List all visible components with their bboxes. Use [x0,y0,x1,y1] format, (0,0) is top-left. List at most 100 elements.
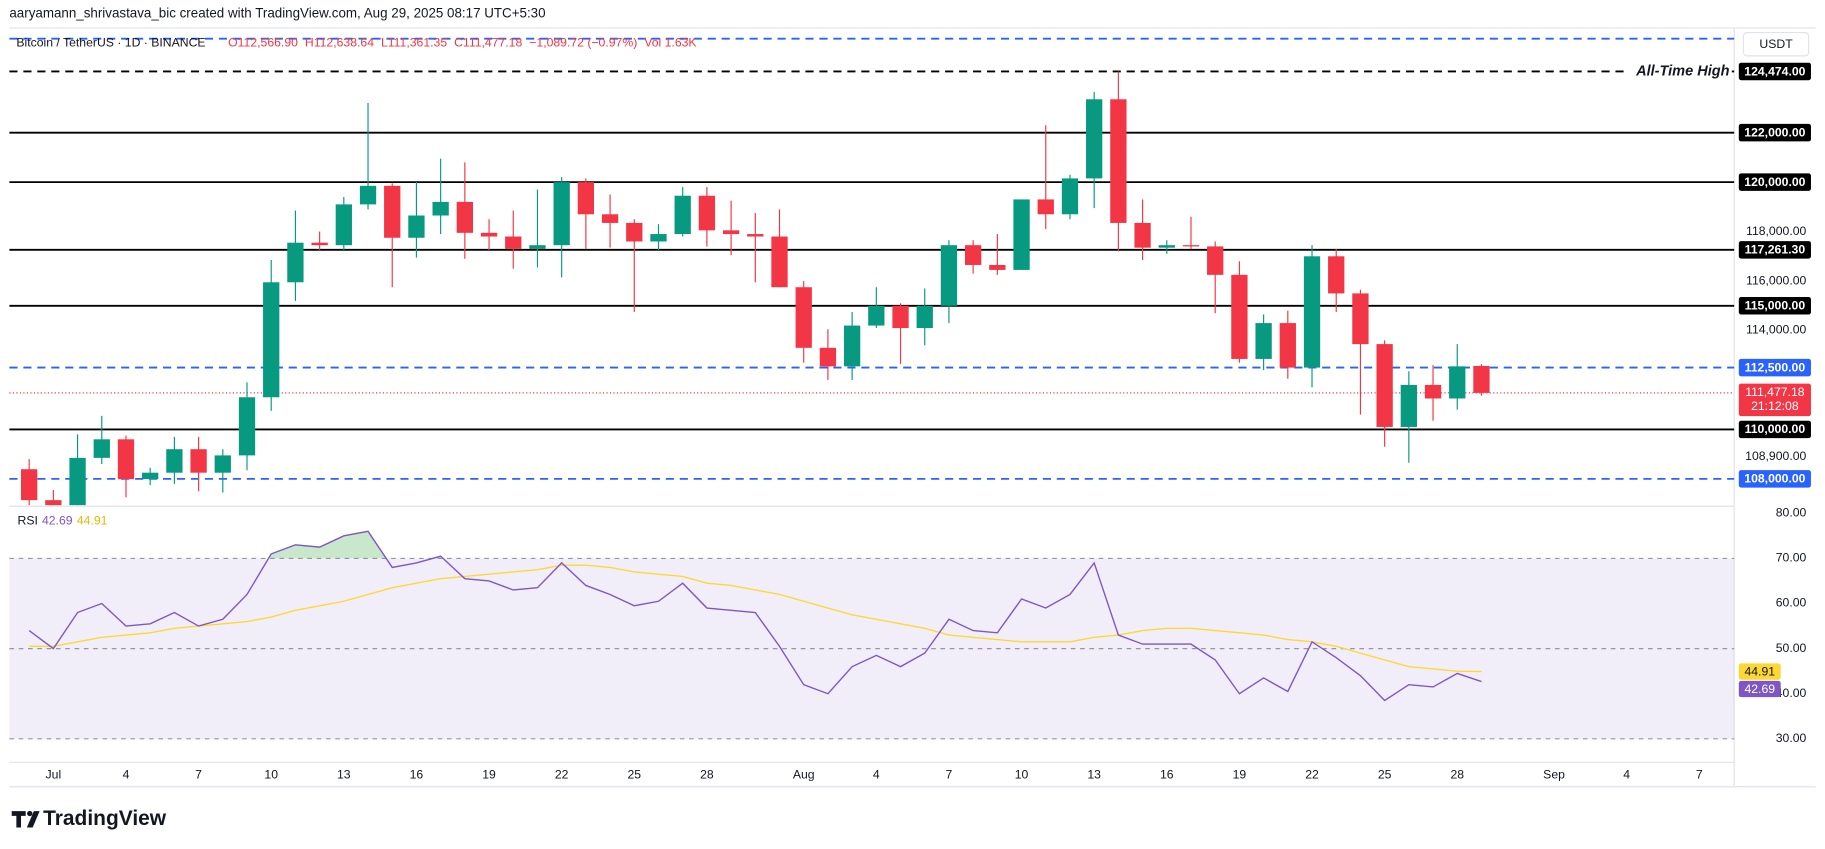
candle-body [989,264,1006,270]
time-tick-label: 16 [410,767,424,781]
time-tick-label: 25 [1378,767,1392,781]
last-price-badge [1738,383,1811,417]
rsi-badge [1738,663,1781,680]
ohlc-legend: Vol 1.63K [644,35,697,49]
candle-body [601,214,619,223]
candle-body [1473,365,1490,393]
ohlc-legend: L111,361.35 [381,35,447,49]
candle-body [408,215,425,238]
ohlc-legend: −1,089.72 (−0.97%) [529,35,637,49]
brand: TradingView [43,807,167,830]
candle-body [626,222,643,242]
overbought-fill [268,531,444,559]
candle-body [892,305,909,329]
level-badge [1738,241,1811,259]
candle-body [214,455,231,473]
candle-body [1037,199,1054,215]
level-label: 112,500.00 [1745,360,1806,374]
level-badge [1738,123,1811,142]
candle-body [263,282,280,398]
time-tick-label: 25 [627,767,641,781]
candle-body [1134,222,1151,248]
candle-body [916,305,933,329]
symbol-title: Bitcoin / TetherUS · 1D · BINANCE [16,35,205,49]
level-label: 115,000.00 [1745,299,1806,313]
level-label: 117,261.30 [1745,243,1806,257]
candle-body [93,439,110,458]
currency-box[interactable] [1742,32,1810,57]
candle-body [1231,274,1248,359]
time-tick-label: 10 [1015,767,1029,781]
candle-body [166,449,183,473]
candle-body [771,236,788,288]
candle-body [965,245,982,265]
candle-body [117,439,135,480]
candle-body [142,472,159,480]
candle-body [1255,323,1272,359]
time-tick-label: Sep [1543,767,1565,781]
candle-body [1110,99,1127,223]
time-tick-label: 13 [1087,767,1101,781]
rsi-line [28,530,1482,702]
rsi-line [29,564,1482,673]
candle-body [722,230,740,235]
candle-body [1086,99,1103,179]
time-tick-label: Aug [793,767,815,781]
rsi-value: 42.69 [42,514,73,528]
last-price-label: 111,477.18 [1745,385,1805,399]
ohlc-legend: C111,477.18 [454,35,522,49]
candle-body [1400,384,1417,427]
level-label: 122,000.00 [1744,125,1805,139]
level-badge [1738,470,1811,488]
countdown: 21:12:08 [1751,399,1799,413]
candle-body [1303,256,1321,368]
candle-body [1013,199,1030,270]
candle-body [432,201,449,216]
candle-body [795,287,812,348]
level-badge [1738,62,1811,81]
candle-body [1158,245,1175,248]
time-tick-label: 16 [1160,767,1174,781]
time-tick-label: 7 [1696,767,1703,781]
level-note-bg [1629,62,1732,81]
rsi-tick-label: 60.00 [1776,596,1807,610]
candle-body [674,195,691,235]
price-tick-label: 108,900.00 [1745,449,1806,463]
candle-body [1424,384,1442,399]
candle-body [456,201,473,233]
candle-body [21,469,38,501]
candle-body [190,449,207,473]
candle-body [940,245,958,306]
candle-body [698,195,716,231]
rsi-tick-label: 50.00 [1776,641,1807,655]
level-badge [1738,420,1811,439]
level-badge [1738,173,1811,191]
price-tick-label: 118,000.00 [1746,224,1806,238]
currency[interactable]: USDT [1759,37,1793,51]
time-tick-label: 4 [873,767,880,781]
rsi-tick-label: 70.00 [1776,551,1807,565]
candle-body [480,232,498,237]
candle-body [843,325,861,367]
level-label: 120,000.00 [1744,175,1805,189]
candle-body [1449,366,1466,399]
candle-body [311,242,328,246]
candle-body [868,305,885,326]
candle-body [505,236,522,249]
price-tick-label: 116,000.00 [1746,273,1806,287]
price-tick-label: 114,000.00 [1746,323,1806,337]
candle-body [384,185,401,238]
candle-body [650,234,667,242]
candle-body [553,182,570,246]
time-tick-label: 19 [482,767,496,781]
time-tick-label: Jul [46,767,62,781]
level-label: 124,474.00 [1744,64,1805,78]
candle-body [747,234,764,237]
time-tick-label: 13 [337,767,351,781]
time-tick-label: 28 [700,767,714,781]
rsi-tick-label: 80.00 [1776,506,1807,520]
time-tick-label: 28 [1450,767,1464,781]
candle-body [1352,293,1369,345]
ohlc-legend: H112,638.64 [305,35,374,49]
